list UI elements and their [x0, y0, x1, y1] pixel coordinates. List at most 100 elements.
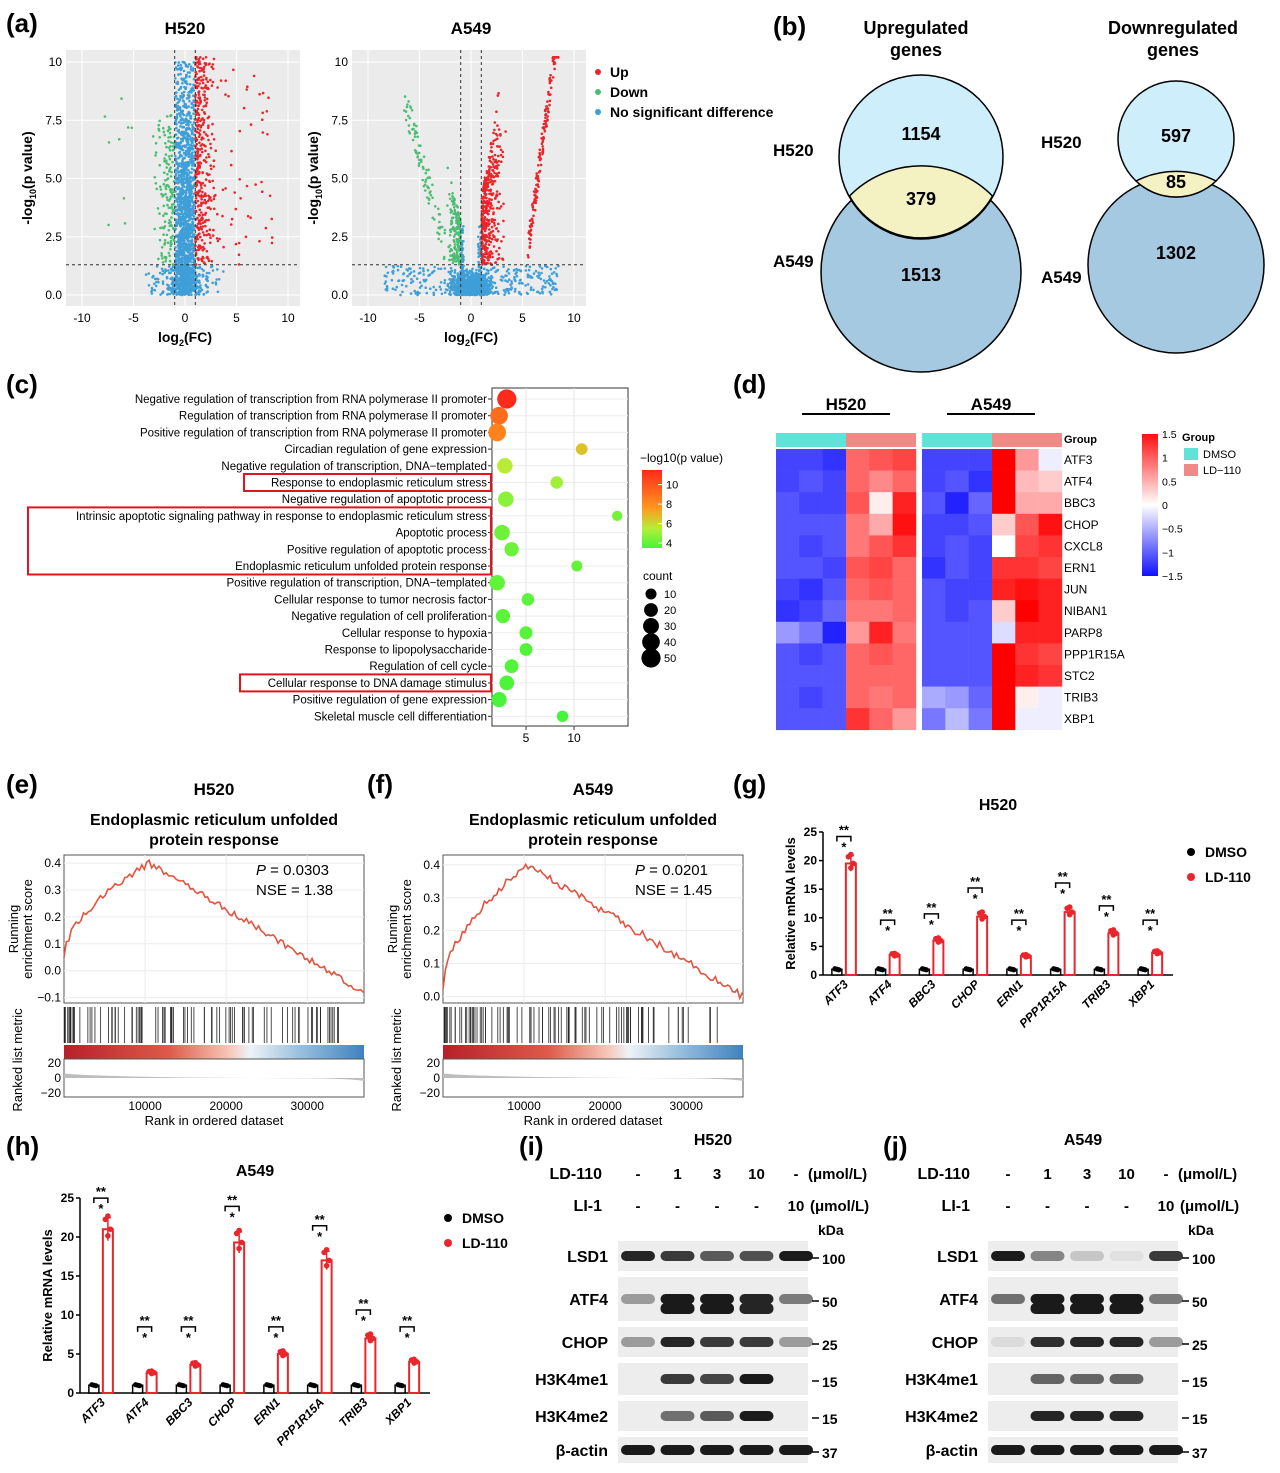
volcano-point [174, 227, 177, 231]
volcano-point [168, 259, 172, 263]
volcano-point [542, 279, 546, 282]
volcano-point [402, 272, 405, 276]
volcano-point [427, 168, 430, 172]
volcano-point [185, 192, 188, 195]
volcano-point [198, 273, 201, 276]
volcano-point [469, 293, 473, 297]
volcano-point [160, 254, 163, 257]
volcano-point [188, 94, 191, 97]
heatmap-cell [822, 643, 847, 666]
volcano-point [249, 123, 253, 126]
volcano-point [501, 150, 505, 154]
volcano-point [541, 150, 544, 154]
volcano-point [383, 274, 387, 278]
volcano-point [181, 291, 184, 295]
volcano-point [186, 196, 189, 199]
go-term-label: Regulation of transcription from RNA pol… [179, 411, 487, 423]
heatmap-cell [1015, 643, 1039, 666]
go-cb-label: 6 [666, 519, 672, 531]
volcano-point [478, 246, 482, 249]
volcano-point [166, 203, 169, 207]
volcano-point [184, 87, 187, 91]
volcano-point [502, 235, 505, 239]
volcano-point [209, 207, 212, 211]
gsea-xtick: 30000 [670, 1099, 704, 1113]
volcano-point [203, 233, 206, 237]
volcano-point [399, 265, 403, 269]
volcano-point [187, 279, 191, 283]
volcano-point [491, 179, 494, 183]
volcano-point [245, 88, 248, 91]
volcano-point [471, 267, 474, 271]
volcano-point [544, 119, 548, 123]
heatmap-cell [892, 578, 917, 601]
volcano-point [157, 280, 160, 284]
volcano-point [451, 261, 455, 265]
volcano-point [212, 159, 216, 162]
heatmap-cell [1015, 621, 1039, 644]
volcano-point [163, 212, 167, 215]
volcano-point [180, 165, 184, 168]
volcano-point [409, 271, 413, 274]
volcano-point [455, 219, 459, 223]
volcano-point [174, 66, 178, 69]
volcano-point [497, 200, 500, 204]
volcano-point [424, 279, 427, 283]
volcano-point [183, 85, 186, 89]
volcano-point [195, 150, 199, 153]
volcano-point [184, 245, 187, 248]
volcano-point [397, 279, 400, 283]
volcano-point [210, 199, 213, 202]
volcano-point [414, 292, 418, 295]
heatmap-cell [776, 470, 800, 493]
volcano-point [184, 145, 187, 149]
volcano-point [491, 192, 495, 195]
go-cb-label: 8 [666, 499, 672, 511]
volcano-point [457, 276, 460, 279]
gsea-rank-ytick: 0 [54, 1071, 61, 1085]
volcano-point [207, 138, 210, 142]
heatmap-cell [1015, 449, 1039, 471]
volcano-point [384, 265, 388, 269]
volcano-point [191, 148, 194, 151]
volcano-point [154, 141, 158, 145]
volcano-point [198, 161, 201, 164]
volcano-point [162, 130, 166, 134]
volcano-point [170, 282, 174, 286]
volcano-point [168, 219, 171, 222]
heatmap-cell [1015, 557, 1039, 579]
volcano-point [442, 257, 446, 261]
volcano-point [540, 132, 544, 136]
volcano-point [535, 172, 538, 175]
heatmap-cell [892, 492, 917, 515]
volcano-point [210, 132, 214, 136]
volcano-point [174, 255, 178, 258]
volcano-point [191, 123, 194, 127]
volcano-point [191, 272, 195, 275]
volcano-point [411, 280, 415, 283]
heatmap-cell [968, 708, 993, 731]
volcano-point [444, 288, 448, 291]
volcano-point [544, 116, 547, 120]
heatmap-cell [992, 686, 1016, 709]
volcano-point [270, 241, 274, 245]
volcano-point [208, 62, 211, 65]
volcano-point [505, 270, 509, 273]
gsea-rank-metric [64, 1073, 364, 1081]
heatmap-cell [922, 513, 946, 536]
volcano-point [265, 110, 269, 113]
volcano-point [186, 273, 190, 277]
volcano-point [204, 200, 208, 204]
volcano-ytick: 0.0 [45, 288, 62, 302]
volcano-point [542, 122, 546, 126]
volcano-point [167, 199, 171, 202]
volcano-point [194, 197, 198, 200]
volcano-point [179, 87, 182, 90]
volcano-point [208, 228, 212, 231]
volcano-point [201, 171, 204, 174]
volcano-point [186, 222, 190, 226]
volcano-point [453, 257, 457, 261]
volcano-point [209, 236, 212, 239]
volcano-xlabel: log2(FC) [444, 329, 498, 348]
